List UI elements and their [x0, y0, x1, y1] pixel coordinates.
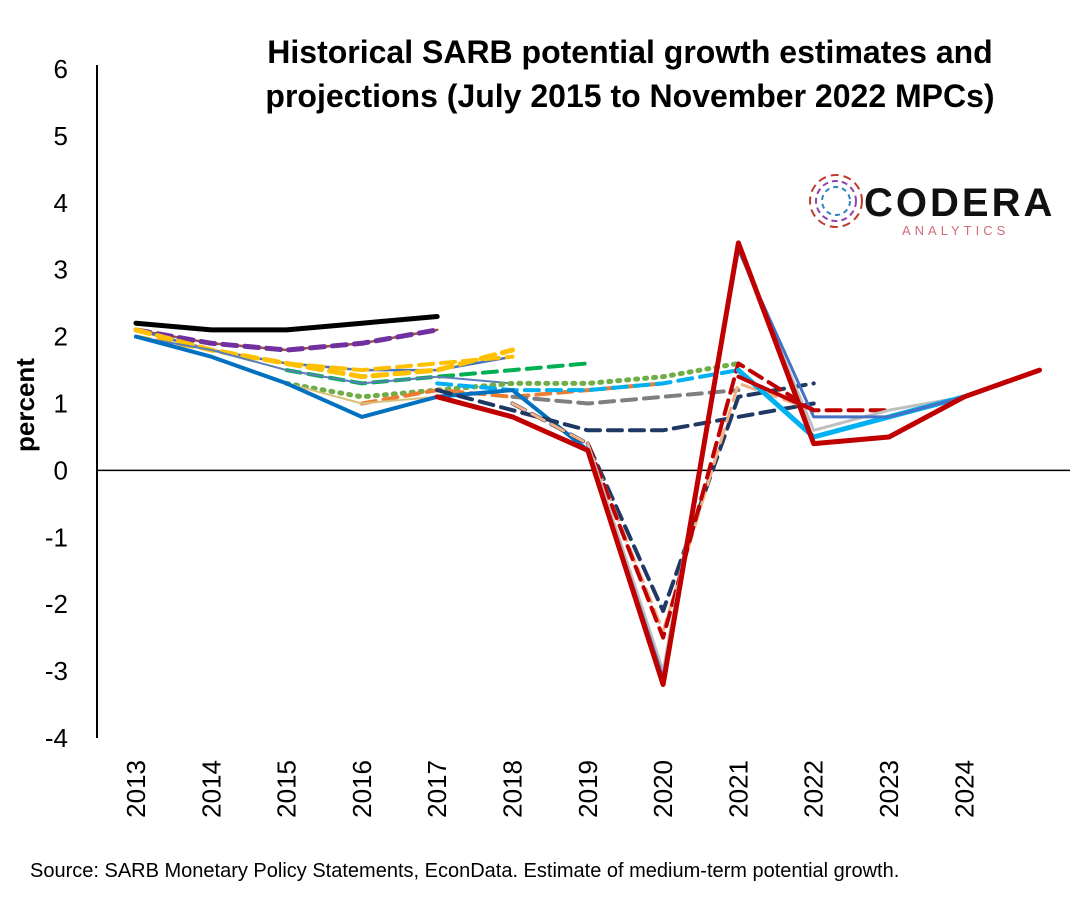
- y-tick-label: 6: [54, 54, 68, 84]
- x-tick-label: 2015: [272, 760, 302, 818]
- series-line-12: [510, 388, 741, 406]
- x-tick-label: 2016: [347, 760, 377, 818]
- y-tick-label: 1: [54, 389, 68, 419]
- x-tick-label: 2020: [648, 760, 678, 818]
- y-tick-label: 5: [54, 121, 68, 151]
- series-line-3: [133, 327, 440, 353]
- series-lines: [133, 240, 1043, 687]
- logo-subtext: ANALYTICS: [902, 223, 1010, 238]
- series-line-15: [435, 388, 816, 433]
- x-tick-label: 2021: [723, 760, 753, 818]
- series-line-23: [736, 374, 816, 413]
- x-axis: 2013 2014 2015 2016 2017 2018 2019 2020 2021 2022…: [97, 469, 1070, 818]
- codera-logo: CODERA ANALYTICS: [806, 165, 1052, 245]
- x-tick-label: 2018: [498, 760, 528, 818]
- y-tick-label: -4: [45, 723, 68, 753]
- x-tick-label: 2013: [121, 760, 151, 818]
- series-line-18: [585, 361, 891, 640]
- x-tick-label: 2022: [799, 760, 829, 818]
- source-note: Source: SARB Monetary Policy Statements,…: [30, 860, 900, 882]
- y-tick-label: 4: [54, 188, 68, 218]
- x-tick-label: 2017: [422, 760, 452, 818]
- series-line-20: [735, 367, 967, 440]
- series-line-22: [434, 240, 1043, 687]
- series-line-8: [135, 335, 514, 385]
- y-axis: 6 5 4 3 2 1 0 -1 -2 -3 -4: [45, 54, 98, 753]
- x-tick-label: 2024: [949, 760, 979, 818]
- x-tick-label: 2023: [874, 760, 904, 818]
- y-axis-label: percent: [10, 358, 40, 452]
- chart-title: Historical SARB potential growth estimat…: [265, 34, 995, 114]
- series-line-16: [510, 381, 816, 613]
- y-tick-label: -3: [45, 656, 68, 686]
- series-line-9: [284, 360, 741, 400]
- series-line-14: [134, 334, 590, 453]
- logo-mark-icon: [809, 174, 863, 228]
- series-line-5: [133, 327, 515, 380]
- x-tick-label: 2019: [573, 760, 603, 818]
- logo-text: CODERA: [864, 181, 1056, 225]
- series-line-6: [134, 334, 515, 373]
- y-tick-label: -1: [45, 522, 68, 552]
- series-line-19: [586, 248, 966, 673]
- y-tick-label: 3: [54, 255, 68, 285]
- y-tick-label: -2: [45, 589, 68, 619]
- x-tick-label: 2014: [196, 760, 226, 818]
- y-tick-label: 2: [54, 322, 68, 352]
- y-tick-label: 0: [54, 455, 68, 485]
- series-line-11: [435, 368, 741, 393]
- series-line-1: [133, 314, 440, 333]
